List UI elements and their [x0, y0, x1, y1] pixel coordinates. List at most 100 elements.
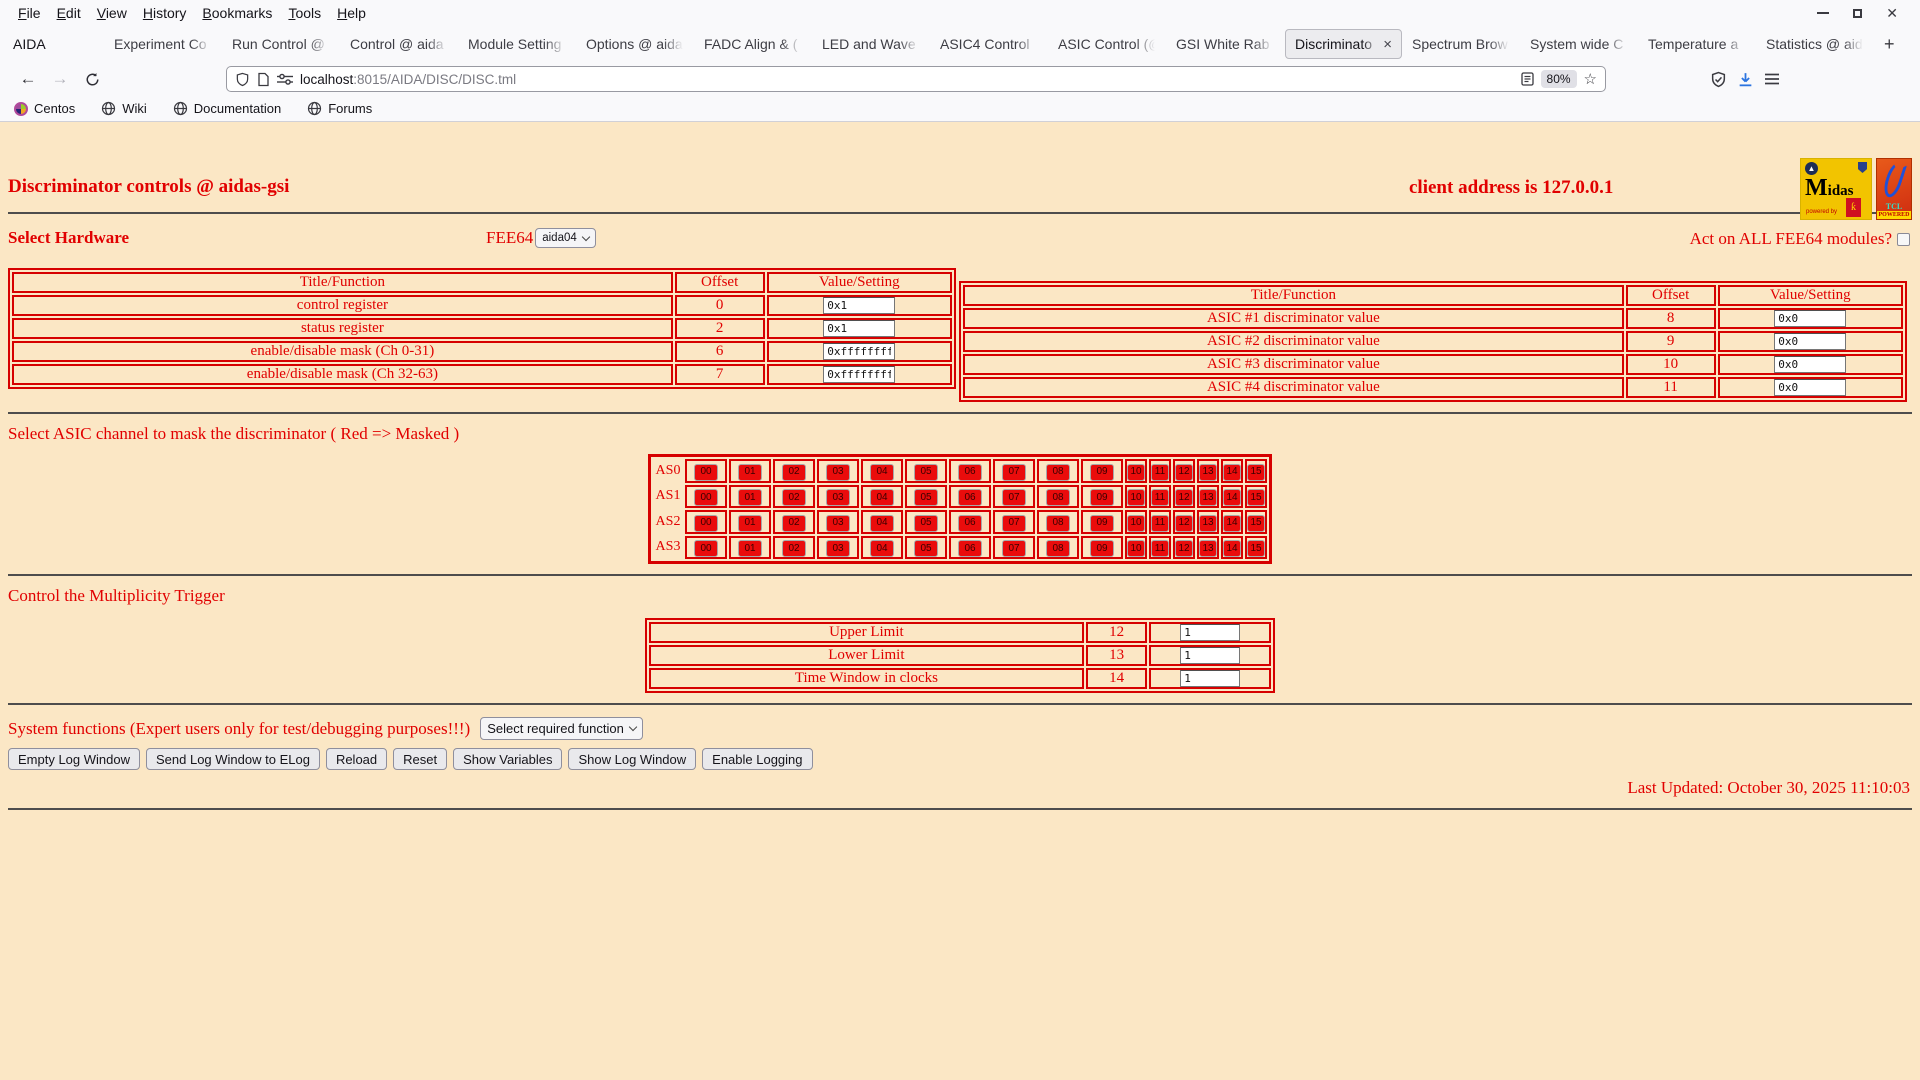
- mask-channel-button-as1-06[interactable]: 06: [958, 489, 982, 506]
- tab-asic-control[interactable]: ASIC Control (@: [1049, 29, 1166, 59]
- reader-mode-icon[interactable]: [1520, 72, 1534, 86]
- mask-channel-button-as3-03[interactable]: 03: [826, 540, 850, 557]
- mask-channel-button-as1-10[interactable]: 10: [1127, 489, 1145, 506]
- reload-button[interactable]: [76, 66, 108, 92]
- mask-channel-button-as3-13[interactable]: 13: [1199, 540, 1217, 557]
- tab-control-aida[interactable]: Control @ aida: [341, 29, 458, 59]
- mask-channel-button-as1-11[interactable]: 11: [1151, 489, 1169, 506]
- mask-channel-button-as3-11[interactable]: 11: [1151, 540, 1169, 557]
- tab-discriminato[interactable]: Discriminato ×: [1285, 29, 1402, 59]
- mask-channel-button-as2-15[interactable]: 15: [1247, 514, 1265, 532]
- mask-channel-button-as3-15[interactable]: 15: [1247, 540, 1265, 557]
- mask-channel-button-as0-03[interactable]: 03: [826, 463, 850, 481]
- tab-gsi-white-rab[interactable]: GSI White Rab: [1167, 29, 1284, 59]
- menu-view[interactable]: View: [96, 5, 127, 21]
- bookmark-star-icon[interactable]: ☆: [1583, 71, 1597, 88]
- mask-channel-button-as3-07[interactable]: 07: [1002, 540, 1026, 557]
- tab-module-setting[interactable]: Module Setting: [459, 29, 576, 59]
- send-log-window-to-elog-button[interactable]: Send Log Window to ELog: [146, 748, 320, 770]
- tab-aida[interactable]: AIDA: [4, 29, 104, 59]
- minimize-icon[interactable]: [1817, 12, 1830, 14]
- tab-statistics-aid[interactable]: Statistics @ aid: [1757, 29, 1874, 59]
- zoom-level-badge[interactable]: 80%: [1540, 70, 1577, 88]
- tab-system-wide-c[interactable]: System wide C: [1521, 29, 1638, 59]
- back-button[interactable]: ←: [19, 69, 37, 88]
- mask-channel-button-as2-07[interactable]: 07: [1002, 514, 1026, 532]
- menu-file[interactable]: File: [18, 5, 41, 21]
- mask-channel-button-as3-10[interactable]: 10: [1127, 540, 1145, 557]
- mask-channel-button-as2-11[interactable]: 11: [1151, 514, 1169, 532]
- show-log-window-button[interactable]: Show Log Window: [568, 748, 697, 770]
- mask-channel-button-as0-00[interactable]: 00: [694, 463, 718, 481]
- forward-button[interactable]: →: [51, 69, 69, 88]
- mask-channel-button-as3-00[interactable]: 00: [694, 540, 718, 557]
- multiplicity-value-input-time-window-in-clocks[interactable]: [1180, 670, 1241, 687]
- mask-channel-button-as0-06[interactable]: 06: [958, 463, 982, 481]
- mask-channel-button-as2-02[interactable]: 02: [782, 514, 806, 532]
- tab-run-control[interactable]: Run Control @: [223, 29, 340, 59]
- mask-channel-button-as2-05[interactable]: 05: [914, 514, 938, 532]
- menu-edit[interactable]: Edit: [56, 5, 81, 21]
- tab-close-icon[interactable]: ×: [1383, 35, 1392, 53]
- mask-channel-button-as2-06[interactable]: 06: [958, 514, 982, 532]
- register-value-input-status-register[interactable]: [823, 320, 896, 337]
- register-value-input-enable-disable-mask-ch-32-63[interactable]: [823, 366, 896, 383]
- mask-channel-button-as1-08[interactable]: 08: [1046, 489, 1070, 506]
- hamburger-menu-icon[interactable]: [1764, 72, 1780, 86]
- menu-bookmarks[interactable]: Bookmarks: [202, 5, 273, 21]
- empty-log-window-button[interactable]: Empty Log Window: [8, 748, 140, 770]
- mask-channel-button-as3-08[interactable]: 08: [1046, 540, 1070, 557]
- mask-channel-button-as0-11[interactable]: 11: [1151, 463, 1169, 481]
- menu-history[interactable]: History: [142, 5, 187, 21]
- enable-logging-button[interactable]: Enable Logging: [702, 748, 813, 770]
- url-text[interactable]: localhost:8015/AIDA/DISC/DISC.tml: [300, 72, 1514, 87]
- menu-help[interactable]: Help: [337, 5, 366, 21]
- system-function-select[interactable]: Select required function: [480, 717, 643, 740]
- mask-channel-button-as0-02[interactable]: 02: [782, 463, 806, 481]
- url-bar[interactable]: localhost:8015/AIDA/DISC/DISC.tml 80% ☆: [226, 66, 1606, 92]
- mask-channel-button-as1-02[interactable]: 02: [782, 489, 806, 506]
- mask-channel-button-as1-00[interactable]: 00: [694, 489, 718, 506]
- mask-channel-button-as3-14[interactable]: 14: [1223, 540, 1241, 557]
- bookmark-forums[interactable]: Forums: [307, 101, 372, 116]
- download-icon[interactable]: [1737, 71, 1754, 88]
- asic-value-input-asic-2-discriminator-value[interactable]: [1774, 333, 1847, 350]
- close-window-icon[interactable]: ✕: [1886, 5, 1898, 21]
- mask-channel-button-as1-01[interactable]: 01: [738, 489, 762, 506]
- mask-channel-button-as2-04[interactable]: 04: [870, 514, 894, 532]
- mask-channel-button-as0-15[interactable]: 15: [1247, 463, 1265, 481]
- mask-channel-button-as2-09[interactable]: 09: [1090, 514, 1114, 532]
- tab-temperature-a[interactable]: Temperature a: [1639, 29, 1756, 59]
- mask-channel-button-as1-09[interactable]: 09: [1090, 489, 1114, 506]
- tab-asic4-control[interactable]: ASIC4 Control: [931, 29, 1048, 59]
- bookmark-documentation[interactable]: Documentation: [173, 101, 281, 116]
- shield-icon[interactable]: [235, 72, 250, 87]
- mask-channel-button-as0-14[interactable]: 14: [1223, 463, 1241, 481]
- mask-channel-button-as2-01[interactable]: 01: [738, 514, 762, 532]
- tab-options-aida[interactable]: Options @ aida: [577, 29, 694, 59]
- midas-logo[interactable]: ▲ Midas powered by ƙ: [1800, 158, 1872, 220]
- mask-channel-button-as3-01[interactable]: 01: [738, 540, 762, 557]
- mask-channel-button-as0-08[interactable]: 08: [1046, 463, 1070, 481]
- multiplicity-value-input-upper-limit[interactable]: [1180, 624, 1241, 641]
- tab-fadc-align[interactable]: FADC Align & (: [695, 29, 812, 59]
- maximize-icon[interactable]: [1853, 8, 1863, 18]
- mask-channel-button-as2-13[interactable]: 13: [1199, 514, 1217, 532]
- mask-channel-button-as0-12[interactable]: 12: [1175, 463, 1193, 481]
- mask-channel-button-as1-05[interactable]: 05: [914, 489, 938, 506]
- mask-channel-button-as0-05[interactable]: 05: [914, 463, 938, 481]
- mask-channel-button-as1-04[interactable]: 04: [870, 489, 894, 506]
- mask-channel-button-as3-05[interactable]: 05: [914, 540, 938, 557]
- page-info-icon[interactable]: [257, 72, 270, 87]
- mask-channel-button-as0-07[interactable]: 07: [1002, 463, 1026, 481]
- tab-led-and-wave[interactable]: LED and Wave: [813, 29, 930, 59]
- show-variables-button[interactable]: Show Variables: [453, 748, 563, 770]
- mask-channel-button-as1-13[interactable]: 13: [1199, 489, 1217, 506]
- asic-value-input-asic-4-discriminator-value[interactable]: [1774, 379, 1847, 396]
- mask-channel-button-as3-04[interactable]: 04: [870, 540, 894, 557]
- menu-tools[interactable]: Tools: [288, 5, 322, 21]
- mask-channel-button-as0-04[interactable]: 04: [870, 463, 894, 481]
- mask-channel-button-as2-03[interactable]: 03: [826, 514, 850, 532]
- mask-channel-button-as1-07[interactable]: 07: [1002, 489, 1026, 506]
- mask-channel-button-as3-02[interactable]: 02: [782, 540, 806, 557]
